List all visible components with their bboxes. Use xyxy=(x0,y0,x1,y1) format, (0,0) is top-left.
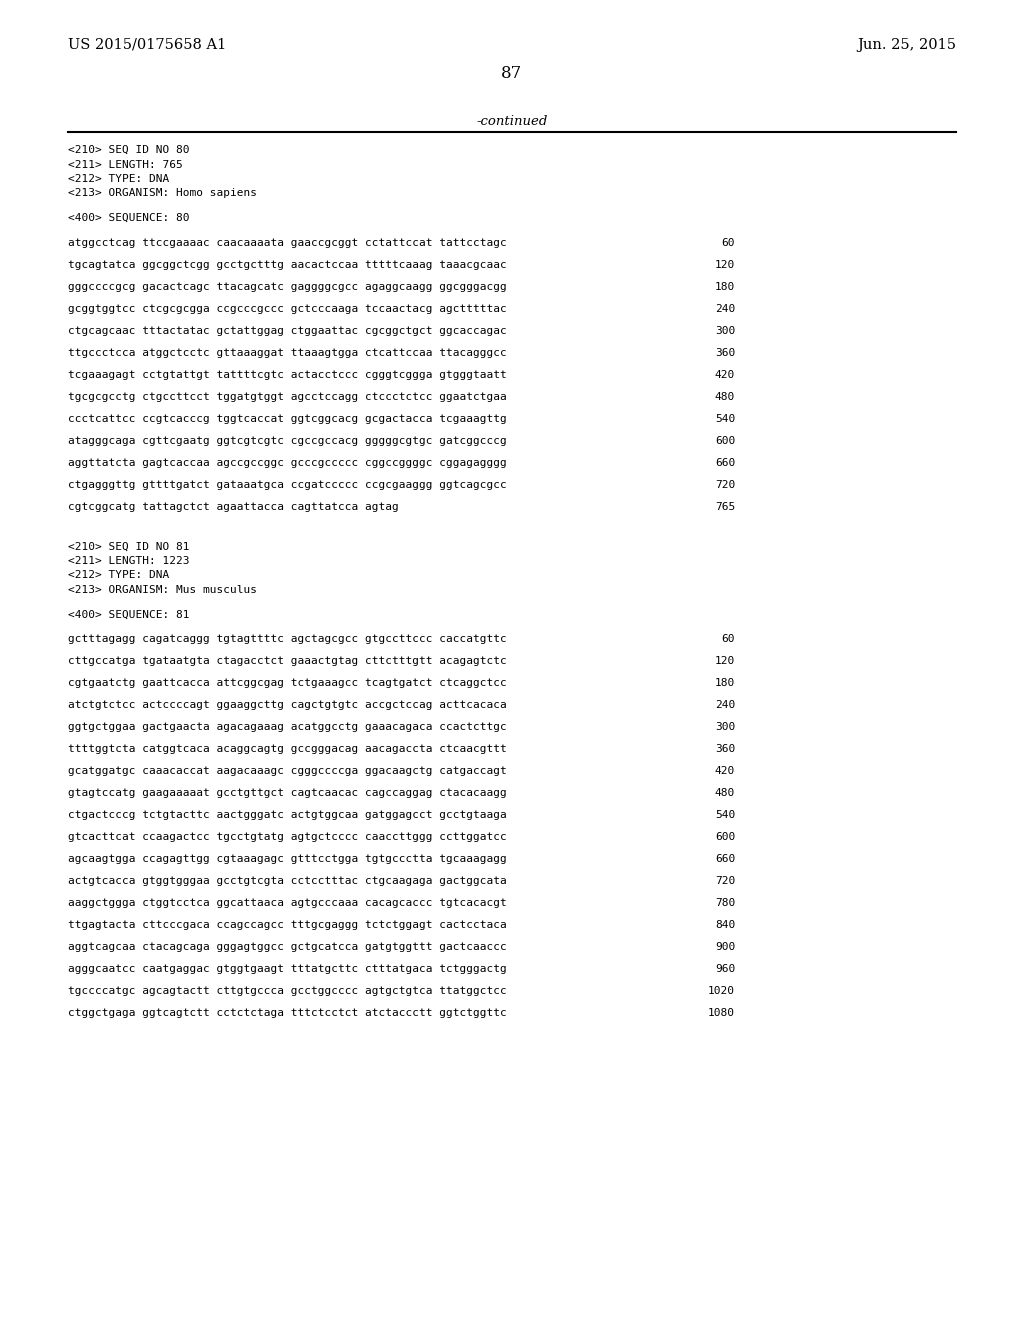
Text: gcatggatgc caaacaccat aagacaaagc cgggccccga ggacaagctg catgaccagt: gcatggatgc caaacaccat aagacaaagc cgggccc… xyxy=(68,766,507,776)
Text: tgcgcgcctg ctgccttcct tggatgtggt agcctccagg ctccctctcc ggaatctgaa: tgcgcgcctg ctgccttcct tggatgtggt agcctcc… xyxy=(68,392,507,401)
Text: agcaagtgga ccagagttgg cgtaaagagc gtttcctgga tgtgccctta tgcaaagagg: agcaagtgga ccagagttgg cgtaaagagc gtttcct… xyxy=(68,854,507,865)
Text: <211> LENGTH: 1223: <211> LENGTH: 1223 xyxy=(68,556,189,566)
Text: actgtcacca gtggtgggaa gcctgtcgta cctcctttac ctgcaagaga gactggcata: actgtcacca gtggtgggaa gcctgtcgta cctcctt… xyxy=(68,876,507,886)
Text: ctgcagcaac tttactatac gctattggag ctggaattac cgcggctgct ggcaccagac: ctgcagcaac tttactatac gctattggag ctggaat… xyxy=(68,326,507,335)
Text: 180: 180 xyxy=(715,281,735,292)
Text: 1080: 1080 xyxy=(708,1008,735,1018)
Text: cgtgaatctg gaattcacca attcggcgag tctgaaagcc tcagtgatct ctcaggctcc: cgtgaatctg gaattcacca attcggcgag tctgaaa… xyxy=(68,678,507,688)
Text: 480: 480 xyxy=(715,788,735,799)
Text: 900: 900 xyxy=(715,942,735,952)
Text: gcggtggtcc ctcgcgcgga ccgcccgccc gctcccaaga tccaactacg agctttttac: gcggtggtcc ctcgcgcgga ccgcccgccc gctccca… xyxy=(68,304,507,314)
Text: 420: 420 xyxy=(715,766,735,776)
Text: atggcctcag ttccgaaaac caacaaaata gaaccgcggt cctattccat tattcctagc: atggcctcag ttccgaaaac caacaaaata gaaccgc… xyxy=(68,238,507,248)
Text: 240: 240 xyxy=(715,700,735,710)
Text: <210> SEQ ID NO 80: <210> SEQ ID NO 80 xyxy=(68,145,189,154)
Text: tgcagtatca ggcggctcgg gcctgctttg aacactccaa tttttcaaag taaacgcaac: tgcagtatca ggcggctcgg gcctgctttg aacactc… xyxy=(68,260,507,269)
Text: 660: 660 xyxy=(715,458,735,467)
Text: gggccccgcg gacactcagc ttacagcatc gaggggcgcc agaggcaagg ggcgggacgg: gggccccgcg gacactcagc ttacagcatc gaggggc… xyxy=(68,281,507,292)
Text: 600: 600 xyxy=(715,832,735,842)
Text: ctggctgaga ggtcagtctt cctctctaga tttctcctct atctaccctt ggtctggttc: ctggctgaga ggtcagtctt cctctctaga tttctcc… xyxy=(68,1008,507,1018)
Text: 60: 60 xyxy=(722,634,735,644)
Text: 240: 240 xyxy=(715,304,735,314)
Text: aggtcagcaa ctacagcaga gggagtggcc gctgcatcca gatgtggttt gactcaaccc: aggtcagcaa ctacagcaga gggagtggcc gctgcat… xyxy=(68,942,507,952)
Text: atagggcaga cgttcgaatg ggtcgtcgtc cgccgccacg gggggcgtgc gatcggcccg: atagggcaga cgttcgaatg ggtcgtcgtc cgccgcc… xyxy=(68,436,507,446)
Text: ctgagggttg gttttgatct gataaatgca ccgatccccc ccgcgaaggg ggtcagcgcc: ctgagggttg gttttgatct gataaatgca ccgatcc… xyxy=(68,479,507,490)
Text: <400> SEQUENCE: 81: <400> SEQUENCE: 81 xyxy=(68,610,189,619)
Text: 300: 300 xyxy=(715,326,735,335)
Text: -continued: -continued xyxy=(476,115,548,128)
Text: <211> LENGTH: 765: <211> LENGTH: 765 xyxy=(68,160,182,169)
Text: 120: 120 xyxy=(715,260,735,269)
Text: 540: 540 xyxy=(715,810,735,820)
Text: cgtcggcatg tattagctct agaattacca cagttatcca agtag: cgtcggcatg tattagctct agaattacca cagttat… xyxy=(68,502,398,511)
Text: gtcacttcat ccaagactcc tgcctgtatg agtgctcccc caaccttggg ccttggatcc: gtcacttcat ccaagactcc tgcctgtatg agtgctc… xyxy=(68,832,507,842)
Text: 300: 300 xyxy=(715,722,735,733)
Text: 360: 360 xyxy=(715,744,735,754)
Text: 87: 87 xyxy=(502,65,522,82)
Text: 600: 600 xyxy=(715,436,735,446)
Text: 480: 480 xyxy=(715,392,735,401)
Text: <212> TYPE: DNA: <212> TYPE: DNA xyxy=(68,174,169,183)
Text: tcgaaagagt cctgtattgt tattttcgtc actacctccc cgggtcggga gtgggtaatt: tcgaaagagt cctgtattgt tattttcgtc actacct… xyxy=(68,370,507,380)
Text: US 2015/0175658 A1: US 2015/0175658 A1 xyxy=(68,38,226,51)
Text: 765: 765 xyxy=(715,502,735,511)
Text: 720: 720 xyxy=(715,876,735,886)
Text: agggcaatcc caatgaggac gtggtgaagt tttatgcttc ctttatgaca tctgggactg: agggcaatcc caatgaggac gtggtgaagt tttatgc… xyxy=(68,964,507,974)
Text: 720: 720 xyxy=(715,479,735,490)
Text: aggttatcta gagtcaccaa agccgccggc gcccgccccc cggccggggc cggagagggg: aggttatcta gagtcaccaa agccgccggc gcccgcc… xyxy=(68,458,507,467)
Text: ttttggtcta catggtcaca acaggcagtg gccgggacag aacagaccta ctcaacgttt: ttttggtcta catggtcaca acaggcagtg gccggga… xyxy=(68,744,507,754)
Text: gctttagagg cagatcaggg tgtagttttc agctagcgcc gtgccttccc caccatgttc: gctttagagg cagatcaggg tgtagttttc agctagc… xyxy=(68,634,507,644)
Text: 840: 840 xyxy=(715,920,735,931)
Text: tgccccatgc agcagtactt cttgtgccca gcctggcccc agtgctgtca ttatggctcc: tgccccatgc agcagtactt cttgtgccca gcctggc… xyxy=(68,986,507,997)
Text: <213> ORGANISM: Homo sapiens: <213> ORGANISM: Homo sapiens xyxy=(68,189,257,198)
Text: 960: 960 xyxy=(715,964,735,974)
Text: gtagtccatg gaagaaaaat gcctgttgct cagtcaacac cagccaggag ctacacaagg: gtagtccatg gaagaaaaat gcctgttgct cagtcaa… xyxy=(68,788,507,799)
Text: ccctcattcc ccgtcacccg tggtcaccat ggtcggcacg gcgactacca tcgaaagttg: ccctcattcc ccgtcacccg tggtcaccat ggtcggc… xyxy=(68,413,507,424)
Text: aaggctggga ctggtcctca ggcattaaca agtgcccaaa cacagcaccc tgtcacacgt: aaggctggga ctggtcctca ggcattaaca agtgccc… xyxy=(68,898,507,908)
Text: ctgactcccg tctgtacttc aactgggatc actgtggcaa gatggagcct gcctgtaaga: ctgactcccg tctgtacttc aactgggatc actgtgg… xyxy=(68,810,507,820)
Text: Jun. 25, 2015: Jun. 25, 2015 xyxy=(857,38,956,51)
Text: ttgagtacta cttcccgaca ccagccagcc tttgcgaggg tctctggagt cactcctaca: ttgagtacta cttcccgaca ccagccagcc tttgcga… xyxy=(68,920,507,931)
Text: ttgccctcca atggctcctc gttaaaggat ttaaagtgga ctcattccaa ttacagggcc: ttgccctcca atggctcctc gttaaaggat ttaaagt… xyxy=(68,347,507,358)
Text: <400> SEQUENCE: 80: <400> SEQUENCE: 80 xyxy=(68,213,189,223)
Text: 420: 420 xyxy=(715,370,735,380)
Text: 120: 120 xyxy=(715,656,735,667)
Text: <212> TYPE: DNA: <212> TYPE: DNA xyxy=(68,570,169,581)
Text: 540: 540 xyxy=(715,413,735,424)
Text: ggtgctggaa gactgaacta agacagaaag acatggcctg gaaacagaca ccactcttgc: ggtgctggaa gactgaacta agacagaaag acatggc… xyxy=(68,722,507,733)
Text: 60: 60 xyxy=(722,238,735,248)
Text: <213> ORGANISM: Mus musculus: <213> ORGANISM: Mus musculus xyxy=(68,585,257,595)
Text: cttgccatga tgataatgta ctagacctct gaaactgtag cttctttgtt acagagtctc: cttgccatga tgataatgta ctagacctct gaaactg… xyxy=(68,656,507,667)
Text: 180: 180 xyxy=(715,678,735,688)
Text: 780: 780 xyxy=(715,898,735,908)
Text: <210> SEQ ID NO 81: <210> SEQ ID NO 81 xyxy=(68,541,189,552)
Text: 660: 660 xyxy=(715,854,735,865)
Text: 1020: 1020 xyxy=(708,986,735,997)
Text: atctgtctcc actccccagt ggaaggcttg cagctgtgtc accgctccag acttcacaca: atctgtctcc actccccagt ggaaggcttg cagctgt… xyxy=(68,700,507,710)
Text: 360: 360 xyxy=(715,347,735,358)
